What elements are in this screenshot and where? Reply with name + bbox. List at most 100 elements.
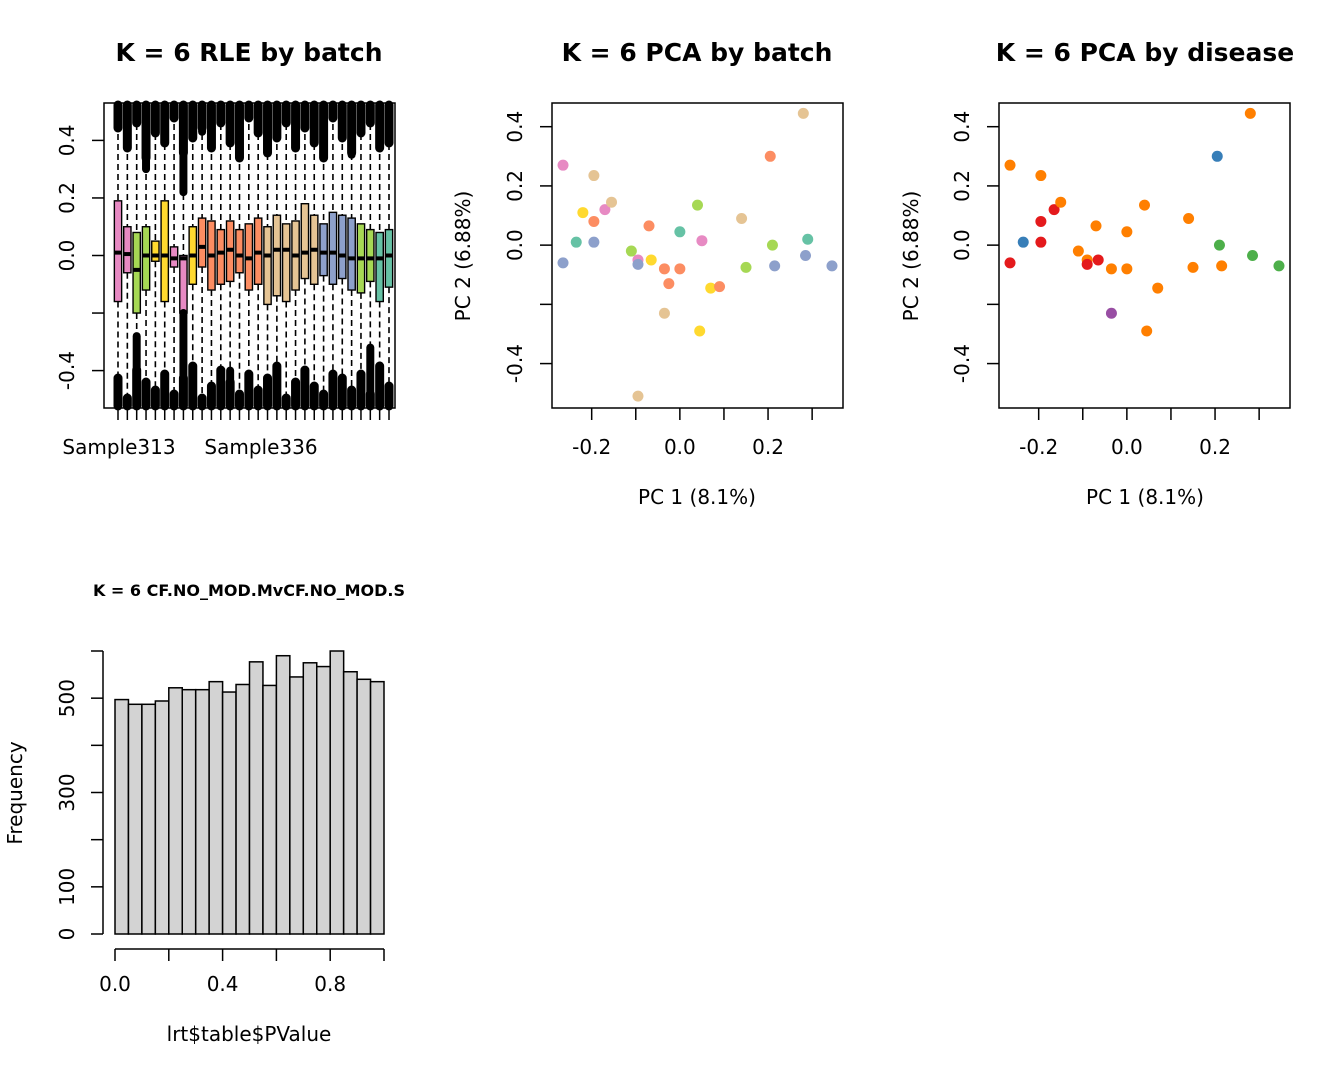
rle-sample-box bbox=[244, 104, 254, 407]
pca-batch-point bbox=[694, 325, 706, 337]
pca-batch-y-tick-label: -0.4 bbox=[503, 344, 527, 383]
pca-disease-y-axis: -0.4 0.0 0.2 0.4 bbox=[950, 111, 999, 383]
pca-batch-point bbox=[797, 107, 809, 119]
pca-batch-point bbox=[736, 212, 748, 224]
pca-batch-point bbox=[714, 281, 726, 293]
pca-batch-point bbox=[588, 236, 600, 248]
rle-box bbox=[132, 231, 142, 314]
pca-batch-point bbox=[632, 258, 644, 270]
rle-box bbox=[281, 223, 291, 303]
histogram-y-axis: 0 100 300 500 bbox=[55, 650, 104, 940]
pca-disease-point bbox=[1152, 282, 1164, 294]
histogram-bar bbox=[127, 703, 143, 935]
rle-sample-box bbox=[300, 104, 310, 407]
rle-y-tick-label: 0.0 bbox=[55, 240, 79, 272]
rle-x-tick-label: Sample336 bbox=[204, 435, 317, 459]
pca-batch-point bbox=[570, 236, 582, 248]
rle-box bbox=[347, 217, 356, 291]
rle-y-axis: -0.4 0.0 0.2 0.4 bbox=[55, 124, 104, 390]
pca-batch-y-tick-label: 0.2 bbox=[503, 170, 527, 202]
pca-batch-x-tick-label: -0.2 bbox=[572, 435, 611, 459]
rle-x-axis bbox=[117, 408, 390, 420]
histogram-bar bbox=[235, 683, 251, 935]
rle-box bbox=[384, 228, 394, 288]
pca-disease-x-tick-label: 0.0 bbox=[1111, 435, 1143, 459]
rle-box bbox=[272, 214, 282, 297]
pca-disease-point bbox=[1183, 212, 1195, 224]
pca-batch-points bbox=[557, 107, 838, 402]
histogram-y-label: Frequency bbox=[3, 741, 27, 844]
histogram-bars bbox=[114, 650, 385, 935]
histogram-bar bbox=[262, 684, 278, 935]
histogram-x-axis: 0.0 0.4 0.8 bbox=[99, 948, 385, 996]
rle-title: K = 6 RLE by batch bbox=[115, 38, 382, 67]
pca-disease-panel: K = 6 PCA by disease -0.2 0.0 0.2 -0.4 0.0 0… bbox=[899, 38, 1294, 509]
pca-disease-point bbox=[1139, 199, 1150, 211]
histogram-bar bbox=[275, 654, 291, 935]
rle-box bbox=[123, 226, 132, 274]
pca-batch-point bbox=[588, 170, 600, 182]
pca-batch-point bbox=[625, 245, 637, 257]
pca-batch-point bbox=[696, 235, 708, 247]
rle-sample-box bbox=[291, 104, 300, 407]
pca-batch-point bbox=[674, 263, 686, 275]
histogram-x-label: lrt$table$PValue bbox=[167, 1022, 332, 1046]
pca-batch-point bbox=[645, 254, 657, 266]
rle-x-tick-label: Sample313 bbox=[62, 435, 175, 459]
rle-y-tick-label: -0.4 bbox=[55, 351, 79, 390]
pca-batch-point bbox=[769, 260, 781, 272]
rle-box bbox=[160, 200, 170, 303]
rle-sample-box bbox=[216, 104, 226, 407]
rle-box bbox=[365, 228, 375, 283]
rle-sample-box bbox=[356, 104, 366, 407]
rle-panel: K = 6 RLE by batch -0.4 0.0 0.2 0.4 Sample3… bbox=[55, 38, 396, 459]
pca-batch-point bbox=[674, 226, 686, 238]
pca-disease-point bbox=[1105, 307, 1117, 319]
pca-disease-point bbox=[1035, 236, 1047, 248]
pca-disease-point bbox=[1187, 261, 1199, 273]
pca-disease-point bbox=[1211, 150, 1223, 162]
histogram-bar bbox=[289, 676, 305, 935]
rle-box bbox=[263, 226, 272, 306]
pca-batch-point bbox=[599, 204, 611, 216]
pca-disease-point bbox=[1092, 254, 1104, 266]
pca-disease-point bbox=[1081, 258, 1093, 270]
rle-y-tick-label: 0.2 bbox=[55, 182, 79, 214]
rle-sample-box bbox=[169, 104, 179, 407]
pca-disease-point bbox=[1244, 107, 1256, 119]
pca-batch-point bbox=[692, 199, 703, 211]
rle-marks bbox=[113, 100, 394, 411]
histogram-y-tick-label: 300 bbox=[55, 773, 79, 811]
rle-box bbox=[319, 223, 328, 277]
histogram-x-tick-label: 0.8 bbox=[314, 972, 346, 996]
histogram-bar bbox=[221, 691, 237, 935]
rle-box bbox=[197, 217, 207, 268]
histogram-bar bbox=[168, 687, 184, 935]
pca-batch-point bbox=[588, 215, 600, 227]
histogram-bar bbox=[342, 671, 358, 935]
pca-disease-point bbox=[1035, 215, 1047, 227]
pca-disease-point bbox=[1072, 245, 1084, 257]
pca-disease-y-tick-label: 0.0 bbox=[950, 229, 974, 261]
pca-batch-point bbox=[764, 150, 776, 162]
rle-sample-box bbox=[235, 104, 244, 407]
rle-box bbox=[235, 228, 244, 274]
pca-disease-points bbox=[1004, 107, 1285, 337]
rle-sample-box bbox=[207, 104, 216, 407]
histogram-bar bbox=[114, 698, 130, 935]
pca-disease-y-tick-label: 0.4 bbox=[950, 111, 974, 143]
pca-disease-point bbox=[1121, 263, 1133, 275]
pca-batch-y-tick-label: 0.4 bbox=[503, 111, 527, 143]
pca-batch-point bbox=[658, 263, 670, 275]
rle-box bbox=[328, 211, 338, 285]
rle-sample-box bbox=[160, 104, 170, 407]
pca-batch-point bbox=[826, 260, 838, 272]
pca-batch-point bbox=[606, 196, 618, 208]
pca-batch-panel: K = 6 PCA by batch -0.2 0.0 0.2 -0.4 0.0 0.2… bbox=[451, 38, 844, 509]
pca-disease-x-axis: -0.2 0.0 0.2 bbox=[1019, 408, 1260, 459]
pca-batch-point bbox=[766, 239, 778, 251]
rle-box bbox=[337, 214, 347, 280]
histogram-y-tick-label: 100 bbox=[55, 868, 79, 906]
histogram-title: K = 6 CF.NO_MOD.MvCF.NO_MOD.S bbox=[93, 581, 405, 600]
pca-batch-point bbox=[802, 233, 814, 245]
